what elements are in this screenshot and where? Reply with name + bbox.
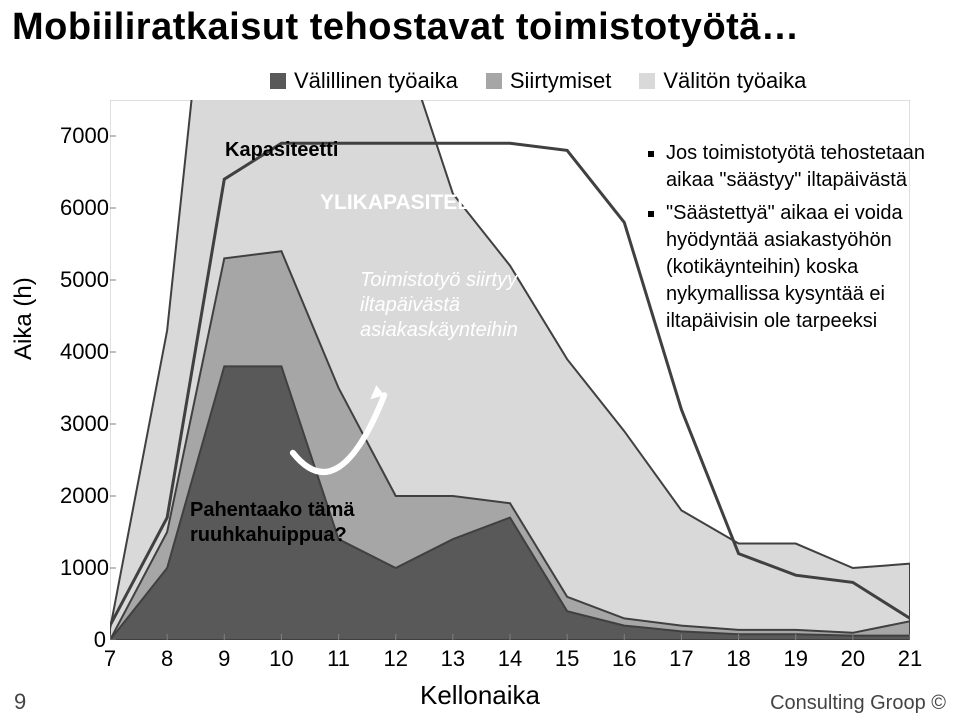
annotation-siirtyy: Toimistotyö siirtyy iltapäivästä asiakas…	[360, 268, 560, 343]
legend-label: Siirtymiset	[510, 68, 611, 94]
legend-swatch	[270, 73, 286, 89]
bullet-item: "Säästettyä" aikaa ei voida hyödyntää as…	[666, 200, 938, 335]
x-tick-label: 21	[898, 646, 922, 672]
y-tick-label: 2000	[60, 483, 106, 509]
annotation-kapasiteetti: Kapasiteetti	[225, 138, 338, 163]
legend-item: Siirtymiset	[486, 68, 611, 94]
y-tick-label: 1000	[60, 555, 106, 581]
y-tick-label: 5000	[60, 267, 106, 293]
y-tick-label: 3000	[60, 411, 106, 437]
y-tick-label: 0	[60, 627, 106, 653]
annotation-ylikapasiteetti: YLIKAPASITEETTI	[320, 190, 503, 216]
legend-swatch	[486, 73, 502, 89]
footer-copyright: Consulting Groop ©	[770, 692, 946, 715]
x-tick-label: 14	[498, 646, 522, 672]
x-tick-label: 19	[783, 646, 807, 672]
y-tick-label: 6000	[60, 195, 106, 221]
x-tick-label: 16	[612, 646, 636, 672]
legend-label: Välillinen työaika	[294, 68, 458, 94]
x-tick-label: 11	[327, 646, 350, 672]
bullet-list: Jos toimistotyötä tehostetaan aikaa "sää…	[648, 140, 938, 341]
x-tick-label: 15	[555, 646, 579, 672]
x-tick-label: 10	[269, 646, 293, 672]
page-title: Mobiiliratkaisut tehostavat toimistotyöt…	[12, 6, 799, 49]
annotation-pahentaa: Pahentaako tämä ruuhkahuippua?	[190, 498, 410, 548]
legend-label: Välitön työaika	[663, 68, 806, 94]
legend-swatch	[639, 73, 655, 89]
y-tick-label: 4000	[60, 339, 106, 365]
y-tick-label: 7000	[60, 123, 106, 149]
slide-page: Mobiiliratkaisut tehostavat toimistotyöt…	[0, 0, 960, 723]
y-axis-label: Aika (h)	[10, 277, 38, 360]
x-tick-label: 7	[104, 646, 116, 672]
legend-item: Välillinen työaika	[270, 68, 458, 94]
x-tick-label: 8	[161, 646, 173, 672]
x-tick-label: 9	[218, 646, 230, 672]
chart-legend: Välillinen työaika Siirtymiset Välitön työ…	[270, 68, 806, 94]
x-tick-label: 13	[441, 646, 465, 672]
page-number: 9	[14, 689, 26, 715]
x-tick-label: 17	[669, 646, 693, 672]
bullet-item: Jos toimistotyötä tehostetaan aikaa "sää…	[666, 140, 938, 194]
x-tick-label: 20	[841, 646, 865, 672]
legend-item: Välitön työaika	[639, 68, 806, 94]
x-tick-label: 12	[383, 646, 407, 672]
x-tick-label: 18	[726, 646, 750, 672]
